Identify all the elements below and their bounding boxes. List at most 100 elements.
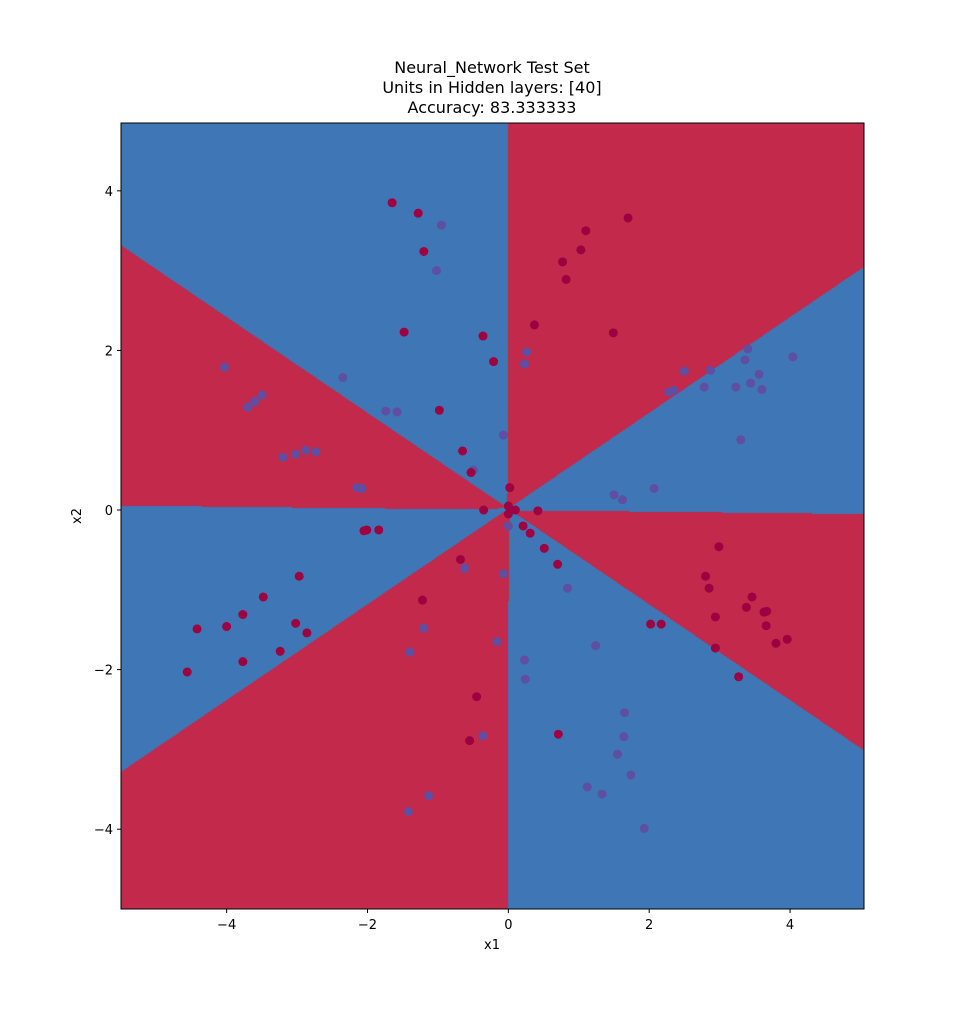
data-point-class-1 bbox=[613, 749, 623, 759]
data-point-class-1 bbox=[278, 452, 288, 462]
data-point-class-1 bbox=[591, 641, 601, 651]
data-point-class-0 bbox=[734, 672, 744, 682]
y-tick-label: −2 bbox=[94, 664, 113, 679]
data-point-class-1 bbox=[619, 732, 629, 742]
data-point-class-1 bbox=[250, 396, 260, 406]
data-point-class-1 bbox=[424, 791, 434, 801]
data-point-class-1 bbox=[432, 266, 442, 276]
data-point-class-0 bbox=[553, 559, 563, 569]
data-point-class-0 bbox=[747, 592, 757, 602]
chart-title: Neural_Network Test Set Units in Hidden … bbox=[382, 58, 601, 117]
y-tick-label: −4 bbox=[94, 823, 113, 838]
data-point-class-0 bbox=[553, 729, 563, 739]
data-point-class-1 bbox=[291, 449, 301, 459]
data-point-class-1 bbox=[492, 637, 502, 647]
data-point-class-0 bbox=[258, 592, 268, 602]
data-point-class-0 bbox=[222, 622, 232, 632]
data-point-class-0 bbox=[529, 320, 539, 330]
data-point-class-1 bbox=[257, 390, 267, 400]
data-point-class-1 bbox=[563, 583, 573, 593]
data-point-class-0 bbox=[503, 501, 513, 511]
data-point-class-0 bbox=[238, 657, 248, 667]
data-point-class-1 bbox=[731, 382, 741, 392]
data-point-class-0 bbox=[374, 525, 384, 535]
data-point-class-0 bbox=[362, 525, 372, 535]
data-point-class-1 bbox=[436, 220, 446, 230]
data-point-class-1 bbox=[478, 731, 488, 741]
decision-region-map bbox=[121, 123, 864, 909]
data-point-class-1 bbox=[301, 445, 311, 455]
chart-title-line-1: Neural_Network Test Set bbox=[394, 58, 590, 78]
data-point-class-0 bbox=[701, 571, 711, 581]
data-point-class-1 bbox=[220, 362, 230, 372]
data-point-class-0 bbox=[399, 327, 409, 337]
data-point-class-1 bbox=[679, 366, 689, 376]
y-tick-label: 0 bbox=[105, 504, 113, 519]
x-axis-ticks: −4 −2 0 2 4 bbox=[217, 909, 794, 933]
data-point-class-0 bbox=[782, 634, 792, 644]
data-point-class-0 bbox=[576, 245, 586, 255]
data-point-class-0 bbox=[182, 667, 192, 677]
data-point-class-1 bbox=[498, 569, 508, 579]
y-tick-label: 2 bbox=[105, 344, 113, 359]
data-point-class-0 bbox=[539, 543, 549, 553]
chart-title-line-2: Units in Hidden layers: [40] bbox=[382, 78, 601, 97]
data-point-class-0 bbox=[771, 638, 781, 648]
data-point-class-0 bbox=[458, 446, 468, 456]
y-tick-label: 4 bbox=[105, 185, 113, 200]
data-point-class-0 bbox=[561, 274, 571, 284]
data-point-class-0 bbox=[275, 646, 285, 656]
data-point-class-1 bbox=[597, 789, 607, 799]
data-point-class-1 bbox=[705, 365, 715, 375]
data-point-class-0 bbox=[646, 619, 656, 629]
data-point-class-1 bbox=[522, 347, 532, 357]
data-point-class-0 bbox=[291, 618, 301, 628]
data-point-class-1 bbox=[498, 430, 508, 440]
data-point-class-1 bbox=[743, 344, 753, 354]
data-point-class-1 bbox=[357, 483, 367, 493]
data-point-class-0 bbox=[510, 505, 520, 515]
plot-area bbox=[120, 122, 865, 910]
data-point-class-0 bbox=[656, 619, 666, 629]
data-point-class-0 bbox=[761, 621, 771, 631]
data-point-class-0 bbox=[704, 583, 714, 593]
data-point-class-0 bbox=[455, 554, 465, 564]
data-point-class-0 bbox=[710, 612, 720, 622]
data-point-class-1 bbox=[609, 490, 619, 500]
data-point-class-1 bbox=[243, 402, 253, 412]
plot-frame bbox=[120, 122, 865, 910]
data-point-class-0 bbox=[608, 328, 618, 338]
data-point-class-0 bbox=[413, 208, 423, 218]
data-point-class-0 bbox=[710, 643, 720, 653]
data-point-class-1 bbox=[699, 382, 709, 392]
data-point-class-1 bbox=[419, 623, 429, 633]
chart-title-line-3: Accuracy: 83.333333 bbox=[408, 98, 577, 117]
data-point-class-1 bbox=[311, 447, 321, 457]
data-point-class-1 bbox=[626, 770, 636, 780]
data-point-class-0 bbox=[518, 521, 528, 531]
data-point-class-0 bbox=[503, 509, 513, 519]
data-point-class-0 bbox=[302, 628, 312, 638]
data-point-class-1 bbox=[757, 385, 767, 395]
data-point-class-0 bbox=[479, 505, 489, 515]
data-point-class-1 bbox=[405, 647, 415, 657]
data-point-class-0 bbox=[294, 571, 304, 581]
data-point-class-0 bbox=[192, 624, 202, 634]
data-point-class-1 bbox=[746, 378, 756, 388]
data-point-class-1 bbox=[788, 352, 798, 362]
y-axis-label: x2 bbox=[70, 508, 85, 524]
data-point-class-1 bbox=[649, 483, 659, 493]
data-point-class-1 bbox=[392, 407, 402, 417]
data-point-class-0 bbox=[525, 528, 535, 538]
x-tick-label: 0 bbox=[504, 918, 512, 933]
data-point-class-1 bbox=[582, 782, 592, 792]
scatter-points bbox=[182, 198, 798, 833]
data-point-class-1 bbox=[736, 435, 746, 445]
data-point-class-1 bbox=[381, 406, 391, 416]
data-point-class-1 bbox=[520, 674, 530, 684]
data-point-class-0 bbox=[558, 257, 568, 267]
x-tick-label: 2 bbox=[645, 918, 653, 933]
y-axis-ticks: −4 −2 0 2 4 bbox=[94, 185, 121, 838]
data-point-class-0 bbox=[238, 610, 248, 620]
x-tick-label: 4 bbox=[786, 918, 794, 933]
